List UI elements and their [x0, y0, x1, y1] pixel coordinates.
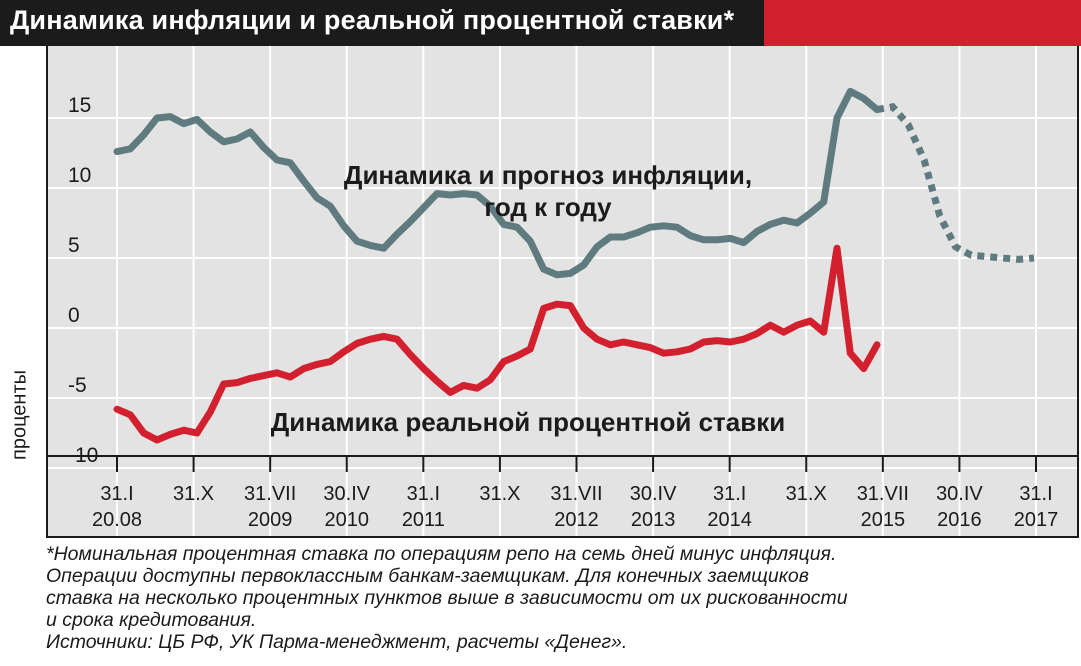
x-year-label: 2014 [707, 509, 752, 531]
sources-line: Источники: ЦБ РФ, УК Парма-менеджмент, р… [46, 631, 628, 653]
inflation-forecast-line [876, 103, 1035, 263]
x-tick-label: 31.VII [857, 483, 909, 505]
x-year-label: 2009 [248, 509, 293, 531]
x-tick-label: 31.I [713, 483, 746, 505]
real-rate-line [113, 244, 881, 444]
rate-annotation: Динамика реальной процентной ставки [271, 407, 785, 437]
x-year-label: 2013 [631, 509, 676, 531]
x-year-label: 2017 [1014, 509, 1059, 531]
x-tick-label: 31.VII [244, 483, 296, 505]
chart-frame: 15 10 5 0 -5 -10 31.I 20.08 31.X 31.VII 2009 30.IV… [46, 46, 1079, 538]
footnote-line: ставка на несколько процентных пунктов в… [46, 587, 848, 609]
x-tick-label: 31.I [100, 483, 133, 505]
footnote-line: *Номинальная процентная ставка по операц… [46, 543, 837, 565]
x-tick-label: 31.X [479, 483, 520, 505]
y-tick-label: -5 [68, 374, 87, 397]
y-axis-label-text: проценты [8, 369, 31, 461]
footnote: *Номинальная процентная ставка по операц… [46, 543, 1076, 653]
x-tick-label: 31.X [786, 483, 827, 505]
x-year-label: 2010 [325, 509, 370, 531]
inflation-annotation-line1: Динамика и прогноз инфляции, [344, 160, 752, 190]
y-tick-label: 0 [68, 304, 80, 327]
x-year-label: 2016 [937, 509, 982, 531]
y-tick-label: 15 [68, 94, 91, 117]
x-year-label: 20.08 [92, 509, 142, 531]
y-tick-label: 10 [68, 164, 91, 187]
x-tick-label: 31.X [173, 483, 214, 505]
x-year-label: 2011 [402, 509, 445, 531]
header-title-bar: Динамика инфляции и реальной процентной … [0, 0, 764, 46]
x-tick-label: 31.I [1019, 483, 1052, 505]
x-year-label: 2012 [554, 509, 599, 531]
y-tick-label: 5 [68, 234, 80, 257]
x-tick-label: 30.IV [936, 483, 983, 505]
x-tick-label: 30.IV [323, 483, 370, 505]
x-year-label: 2015 [861, 509, 906, 531]
y-axis-label: проценты [0, 360, 42, 470]
inflation-annotation-line2: год к году [484, 192, 612, 222]
chart-title: Динамика инфляции и реальной процентной … [10, 5, 735, 35]
x-tick-label: 30.IV [630, 483, 677, 505]
footnote-line: и срока кредитования. [46, 609, 257, 631]
x-tick-label: 31.I [407, 483, 440, 505]
inflation-line [113, 87, 881, 279]
footnote-line: Операции доступны первоклассным банкам-з… [46, 565, 809, 587]
x-tick-label: 31.VII [550, 483, 602, 505]
